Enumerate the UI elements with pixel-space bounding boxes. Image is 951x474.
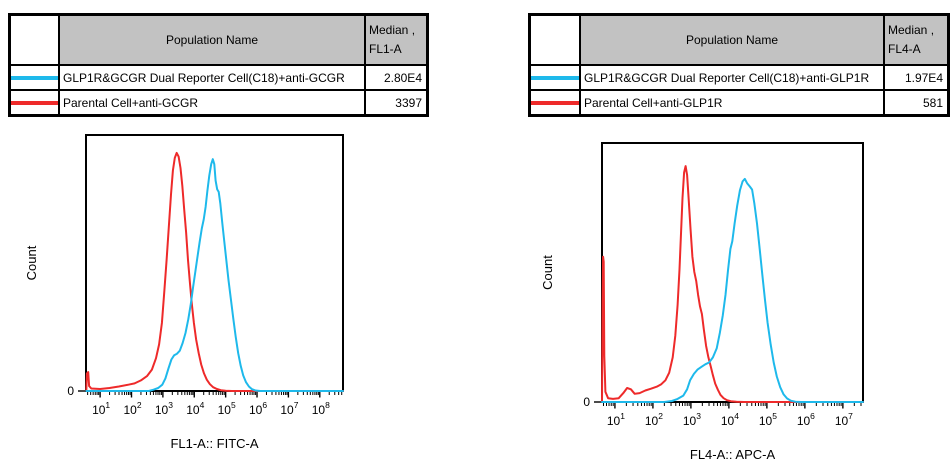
median-value-cell: 2.80E4 (365, 65, 427, 90)
x-tick-label: 102 (123, 400, 141, 417)
median-header-line2: FL1-A (369, 42, 402, 56)
x-tick-label: 104 (721, 411, 739, 428)
legend-swatch-header-cell (530, 15, 580, 65)
median-header: Median , FL1-A (365, 15, 427, 65)
median-value-cell: 1.97E4 (884, 65, 948, 90)
y-zero-label: 0 (583, 395, 590, 409)
stats-table-fl4: Population Name Median , FL4-A GLP1R&GCG… (528, 13, 950, 117)
median-header: Median , FL4-A (884, 15, 948, 65)
x-tick-label: 105 (218, 400, 236, 417)
population-name-cell: GLP1R&GCGR Dual Reporter Cell(C18)+anti-… (59, 65, 365, 90)
x-axis-title: FL1-A:: FITC-A (170, 436, 258, 451)
x-tick-label: 108 (312, 400, 330, 417)
x-tick-label: 107 (280, 400, 298, 417)
x-tick-label: 103 (155, 400, 173, 417)
x-tick-label: 105 (759, 411, 777, 428)
x-tick-label: 101 (607, 411, 625, 428)
series-color-swatch (11, 75, 58, 80)
x-tick-label: 101 (92, 400, 110, 417)
x-tick-label: 103 (683, 411, 701, 428)
stats-table-fl1: Population Name Median , FL1-A GLP1R&GCG… (8, 13, 429, 117)
histogram-curve (601, 177, 864, 403)
population-name-header: Population Name (580, 15, 884, 65)
median-value-cell: 581 (884, 90, 948, 115)
legend-swatch-cell (530, 90, 580, 115)
x-axis-title: FL4-A:: APC-A (690, 447, 776, 462)
histogram-curve (85, 158, 344, 392)
population-name-cell: Parental Cell+anti-GLP1R (580, 90, 884, 115)
y-axis-title: Count (24, 245, 39, 280)
histogram-curve (85, 151, 344, 392)
legend-swatch-header-cell (10, 15, 59, 65)
table-header-row: Population Name Median , FL1-A (10, 15, 427, 65)
x-tick-label: 106 (249, 400, 267, 417)
legend-swatch-cell (530, 65, 580, 90)
median-value-cell: 3397 (365, 90, 427, 115)
x-tick-label: 107 (835, 411, 853, 428)
x-tick-label: 104 (186, 400, 204, 417)
population-name-cell: GLP1R&GCGR Dual Reporter Cell(C18)+anti-… (580, 65, 884, 90)
table-row: GLP1R&GCGR Dual Reporter Cell(C18)+anti-… (530, 65, 948, 90)
median-header-line1: Median , (888, 23, 935, 38)
median-header-line1: Median , (369, 23, 416, 38)
population-name-header: Population Name (59, 15, 365, 65)
table-row: Parental Cell+anti-GCGR 3397 (10, 90, 427, 115)
series-color-swatch (531, 100, 579, 105)
series-color-swatch (11, 100, 58, 105)
table-row: GLP1R&GCGR Dual Reporter Cell(C18)+anti-… (10, 65, 427, 90)
y-zero-label: 0 (67, 384, 74, 398)
legend-swatch-cell (10, 90, 59, 115)
legend-swatch-cell (10, 65, 59, 90)
series-color-swatch (531, 75, 579, 80)
plot-border (601, 142, 864, 403)
x-tick-label: 106 (797, 411, 815, 428)
table-row: Parental Cell+anti-GLP1R 581 (530, 90, 948, 115)
population-name-cell: Parental Cell+anti-GCGR (59, 90, 365, 115)
plot-border (85, 134, 344, 392)
histogram-curve (601, 165, 864, 403)
median-header-line2: FL4-A (888, 42, 921, 56)
y-axis-title: Count (540, 255, 555, 290)
x-tick-label: 102 (645, 411, 663, 428)
table-header-row: Population Name Median , FL4-A (530, 15, 948, 65)
